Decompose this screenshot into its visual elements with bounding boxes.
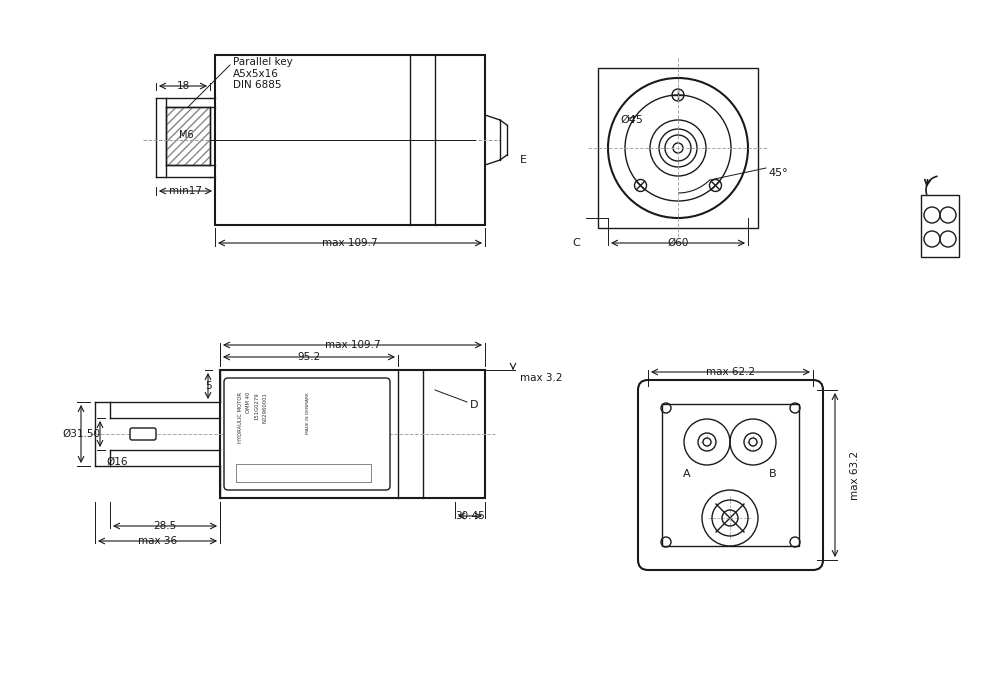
Text: SAUER: SAUER [246,471,267,477]
Text: max 3.2: max 3.2 [520,373,562,383]
Text: Ø60: Ø60 [667,238,689,248]
Circle shape [703,438,711,446]
Bar [215,55,485,225]
Text: E: E [520,155,526,165]
Text: S: S [280,471,284,477]
Text: M6: M6 [179,130,193,140]
Text: 5: 5 [205,381,211,391]
Text: 45°: 45° [768,168,788,178]
FancyBboxPatch shape [638,380,823,570]
Text: max 109.7: max 109.7 [325,340,380,350]
Bar [236,464,371,482]
Text: OMM 40: OMM 40 [246,392,252,414]
Text: max 62.2: max 62.2 [706,367,755,377]
FancyBboxPatch shape [130,428,156,440]
Text: N02960001: N02960001 [262,392,268,423]
Text: D: D [470,400,479,410]
Text: 151G0279: 151G0279 [254,392,260,420]
Text: Ø16: Ø16 [106,457,128,467]
Bar [662,404,799,546]
Bar [598,68,758,228]
FancyBboxPatch shape [224,378,390,490]
Text: DANFOSS: DANFOSS [290,471,320,477]
Bar [166,107,210,165]
Text: 28.5: 28.5 [153,521,177,531]
Text: max 36: max 36 [138,536,177,546]
Text: 95.2: 95.2 [297,352,321,362]
Text: HYDRAULIC MOTOR: HYDRAULIC MOTOR [239,392,244,443]
Text: max 109.7: max 109.7 [322,238,378,248]
Text: Ø45: Ø45 [620,115,643,125]
Text: max 63.2: max 63.2 [850,450,860,500]
Text: Parallel key
A5x5x16
DIN 6885: Parallel key A5x5x16 DIN 6885 [233,57,293,90]
Bar [166,107,210,165]
Text: A: A [683,469,691,479]
Text: C: C [572,238,580,248]
Text: Ø31.50: Ø31.50 [62,429,100,439]
Circle shape [749,438,757,446]
Bar [220,370,485,498]
Text: MADE IN DENMARK: MADE IN DENMARK [306,392,310,434]
Text: 18: 18 [176,81,190,91]
Text: 30.45: 30.45 [455,511,485,521]
Text: min17: min17 [169,186,202,196]
Text: B: B [769,469,777,479]
Bar [921,195,959,257]
